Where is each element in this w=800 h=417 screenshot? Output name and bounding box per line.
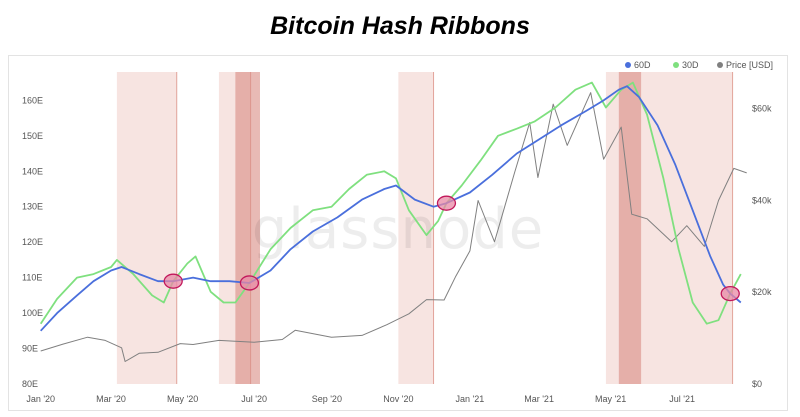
x-tick-label: Jul '20	[241, 394, 267, 404]
x-tick-label: Jan '20	[26, 394, 55, 404]
legend-label: 60D	[634, 60, 651, 70]
legend-label: 30D	[682, 60, 699, 70]
y-left-tick-label: 90E	[22, 344, 38, 354]
capitulation-band	[116, 72, 177, 384]
y-left-tick-label: 80E	[22, 379, 38, 389]
series-lines	[39, 81, 747, 362]
y-left-tick-label: 120E	[22, 237, 43, 247]
crossover-marker	[163, 273, 183, 289]
x-tick-label: Sep '20	[312, 394, 342, 404]
capitulation-band-intense	[235, 72, 260, 384]
x-tick-label: Mar '20	[96, 394, 126, 404]
x-axis: Jan '20 Mar '20 May '20 Jul '20 Sep '20 Nov '…	[26, 394, 695, 404]
y-left-tick-label: 160E	[22, 95, 43, 105]
y-right-tick-label: $40k	[752, 195, 772, 205]
crossover-markers	[163, 195, 740, 302]
watermark: glassnode	[252, 197, 545, 262]
legend-label: Price [USD]	[726, 60, 773, 70]
x-tick-label: Jul '21	[669, 394, 695, 404]
y-left-tick-label: 140E	[22, 166, 43, 176]
x-tick-label: Mar '21	[524, 394, 554, 404]
capitulation-band-intense	[618, 72, 642, 384]
legend: 60D 30D Price [USD]	[625, 60, 773, 70]
chart-title: Bitcoin Hash Ribbons	[270, 12, 530, 40]
legend-swatch	[717, 62, 723, 68]
crossover-marker	[720, 285, 740, 302]
series-line-30d	[39, 81, 742, 325]
crossover-marker	[239, 275, 260, 291]
legend-swatch	[673, 62, 679, 68]
capitulation-band	[398, 72, 434, 384]
y-axis-left: 80E 90E 100E 110E 120E 130E 140E 150E 160E	[22, 95, 43, 389]
y-left-tick-label: 110E	[22, 273, 42, 283]
series-line-60d	[40, 85, 742, 332]
y-right-tick-label: $60k	[752, 104, 772, 114]
y-right-tick-label: $0	[752, 379, 762, 389]
chart-frame	[8, 55, 788, 411]
crossover-marker	[436, 195, 457, 211]
y-left-tick-label: 150E	[22, 131, 43, 141]
series-line-price-usd	[40, 92, 747, 362]
y-left-tick-label: 130E	[22, 202, 43, 212]
y-axis-right: $0 $20k $40k $60k	[752, 104, 772, 389]
y-right-tick-label: $20k	[752, 287, 772, 297]
x-tick-label: Nov '20	[383, 394, 413, 404]
capitulation-bands	[116, 72, 734, 384]
x-tick-label: May '20	[167, 394, 198, 404]
x-tick-label: Jan '21	[456, 394, 485, 404]
y-left-tick-label: 100E	[22, 308, 43, 318]
x-tick-label: May '21	[595, 394, 626, 404]
legend-swatch	[625, 62, 631, 68]
